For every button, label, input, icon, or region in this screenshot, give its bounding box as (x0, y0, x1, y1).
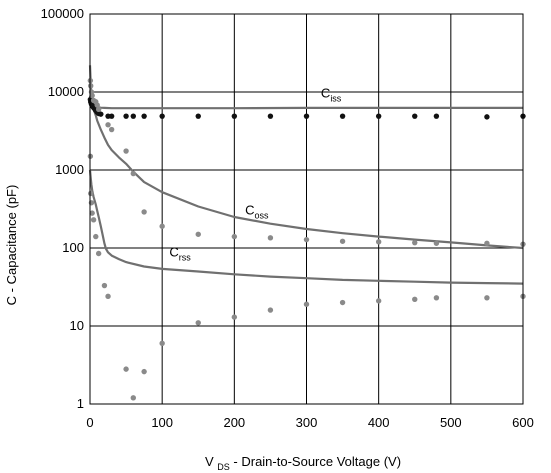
data-point-ciss (267, 113, 274, 119)
series-label-sub: rss (179, 252, 191, 262)
data-point-coss (412, 239, 418, 246)
series-label-ciss: Ciss (321, 86, 342, 104)
data-point-crss (484, 295, 490, 301)
data-point-coss (231, 233, 238, 240)
data-point-ciss (130, 113, 136, 119)
data-point-crss (141, 368, 147, 375)
data-point-crss (412, 296, 418, 302)
x-tick-label: 500 (440, 415, 462, 430)
y-tick-label: 100000 (41, 6, 84, 21)
data-point-coss (267, 235, 274, 241)
y-tick-label: 10 (70, 318, 84, 333)
data-point-crss (95, 250, 102, 257)
data-point-ciss (108, 113, 115, 119)
data-point-coss (108, 126, 115, 133)
series-label-sub: iss (330, 94, 341, 104)
data-point-ciss (98, 111, 104, 117)
data-point-coss (94, 102, 100, 108)
y-axis-label: C - Capacitance (pF) (4, 185, 19, 306)
x-axis-label-sub: DS (217, 462, 230, 472)
data-point-ciss (484, 114, 490, 120)
data-point-crss (303, 301, 310, 307)
data-point-coss (303, 236, 310, 243)
data-point-coss (339, 238, 346, 244)
data-point-crss (375, 298, 382, 304)
series-label-main: C (321, 86, 330, 101)
data-point-coss (484, 240, 490, 246)
series-label-main: C (169, 244, 178, 259)
series-line-crss (88, 169, 524, 285)
data-point-crss (195, 320, 201, 326)
y-tick-label: 100 (62, 240, 84, 255)
x-tick-label: 600 (512, 415, 534, 430)
x-tick-label: 100 (151, 415, 173, 430)
series-label-coss: Coss (245, 202, 269, 220)
data-point-ciss (339, 113, 346, 119)
data-point-coss (88, 83, 94, 89)
data-point-coss (195, 231, 201, 237)
data-point-ciss (159, 113, 165, 119)
data-point-crss (88, 190, 94, 197)
data-point-coss (141, 209, 147, 215)
data-point-coss (375, 239, 382, 245)
data-point-crss (231, 314, 238, 320)
tick-labels: 1 10 100 1000 10000 100000 0 100 200 300 400 500 600 (41, 6, 534, 430)
data-point-ciss (303, 113, 310, 119)
x-tick-label: 400 (368, 415, 390, 430)
y-tick-label: 10000 (48, 84, 84, 99)
data-point-coss (105, 122, 111, 128)
data-point-crss (93, 233, 99, 240)
series-label-crss: Crss (169, 244, 191, 262)
data-point-coss (89, 92, 95, 99)
data-point-crss (433, 295, 440, 301)
data-point-coss (433, 240, 440, 246)
data-point-coss (159, 223, 165, 229)
data-point-ciss (375, 113, 382, 119)
data-point-ciss (433, 113, 440, 119)
grid-lines (89, 13, 524, 405)
data-point-crss (90, 217, 97, 223)
data-point-ciss (412, 113, 418, 119)
data-point-coss (123, 148, 129, 154)
series-label-sub: oss (255, 210, 270, 220)
y-tick-label: 1000 (55, 162, 84, 177)
x-axis-label: V DS - Drain-to-Source Voltage (V) (205, 454, 401, 473)
data-point-crss (159, 340, 165, 347)
y-tick-label: 1 (77, 396, 84, 411)
data-point-ciss (231, 113, 238, 119)
x-axis-label-rest: - Drain-to-Source Voltage (V) (233, 454, 401, 469)
data-point-crss (130, 395, 136, 401)
data-point-ciss (195, 113, 201, 119)
data-point-crss (339, 299, 346, 306)
plot-frame (89, 13, 524, 405)
data-point-coss (95, 106, 102, 113)
data-point-crss (105, 293, 111, 300)
data-point-crss (89, 210, 95, 216)
x-tick-label: 300 (296, 415, 318, 430)
scatter-dots (87, 77, 526, 401)
data-point-ciss (123, 113, 129, 119)
data-point-crss (267, 307, 274, 313)
data-point-coss (130, 170, 136, 177)
series-label-main: C (245, 202, 254, 217)
data-point-crss (101, 282, 108, 289)
data-point-ciss (141, 113, 147, 119)
x-axis-label-prefix: V (205, 454, 214, 469)
x-tick-label: 0 (86, 415, 93, 430)
data-point-crss (123, 366, 129, 372)
x-tick-label: 200 (223, 415, 245, 430)
